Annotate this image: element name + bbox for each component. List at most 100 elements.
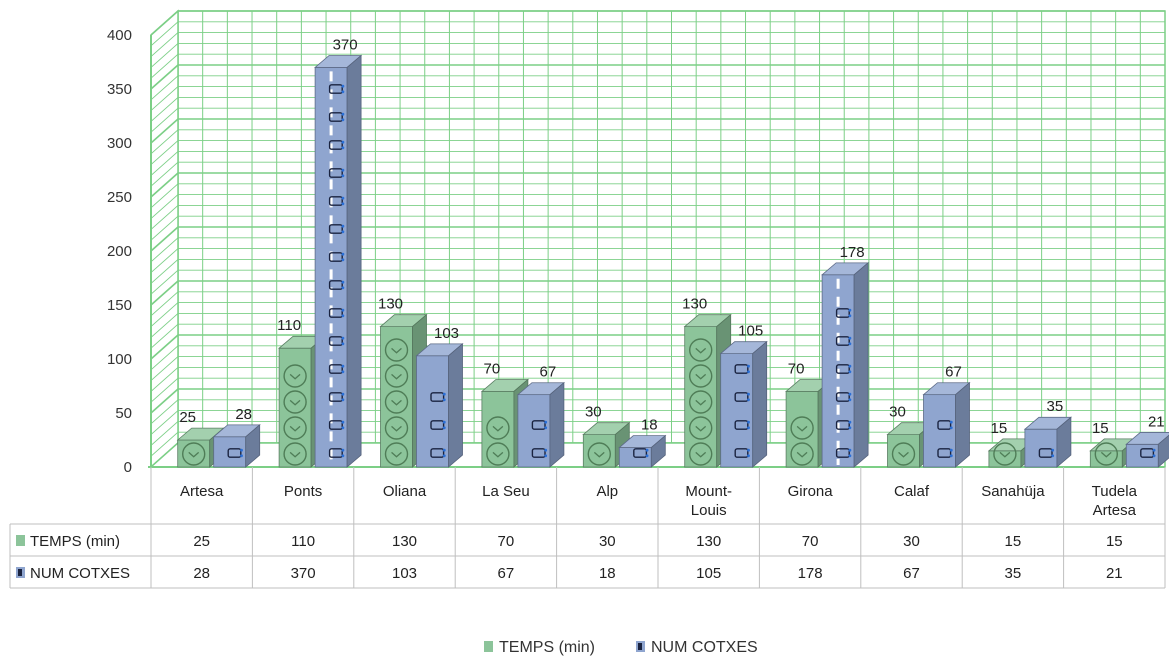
car-icon [835,336,850,346]
legend: TEMPS (min) NUM COTXES [484,639,758,656]
car-icon [835,448,850,458]
table-cell: 178 [798,565,823,582]
car-wheel [341,118,345,122]
gridline-side [150,421,179,446]
car-wheel [341,314,345,318]
clock-hands [492,425,504,432]
gridline-side [150,334,179,360]
data-label: 103 [434,325,459,342]
gridline-side [150,10,179,36]
clock-icon [689,338,713,362]
car-icon [835,364,850,374]
car-icon [328,364,343,374]
clock-icon [790,416,814,440]
car-icon [18,569,22,576]
bars [176,54,1169,468]
table-cell: 105 [696,565,721,582]
gridline-side [150,248,179,273]
car-wheel [341,252,345,256]
clock-hands [289,451,301,458]
car-wheel [341,454,345,458]
car-wheel [949,426,953,430]
car-wheel [848,454,852,458]
clock-hands [796,425,808,432]
car-icon [1140,448,1155,458]
gridline-side [150,183,179,209]
bar-cotxes [212,423,261,468]
car-icon [328,196,343,206]
bar-cotxes [1125,432,1169,468]
data-label: 28 [235,406,252,423]
clock-icon [384,442,409,466]
car-wheel [544,420,548,424]
car-wheel [747,426,750,430]
gridline-side [150,226,179,252]
bar-side [549,381,565,468]
category-label: Calaf [894,483,930,500]
car-wheel [1152,448,1156,452]
legend-item: NUM COTXES [636,639,758,656]
table-cell: 370 [291,565,316,582]
table-cell: 15 [1106,533,1123,550]
bar-side [752,340,768,468]
data-labels: 25 28 110 370 130 103 70 67 30 18 130 105 70 178 30 67 1… [179,36,1164,436]
car-wheel [645,454,649,458]
car-icon [328,112,343,122]
y-tick-label: 350 [107,81,132,98]
car-icon [430,448,445,458]
bar-temps [379,313,428,468]
table-cell: 18 [599,565,616,582]
clock-icon [993,442,1017,466]
car-wheel [341,84,345,88]
gridline-side [150,323,179,349]
car-wheel [747,370,750,374]
clock-hands [391,451,402,458]
car-wheel [747,420,750,424]
clock-icon [1094,442,1119,466]
clock-icon [486,442,510,466]
car-icon [328,448,343,458]
gridline-side [150,259,179,284]
series-name: TEMPS (min) [30,533,120,550]
clock-hands [391,347,402,354]
car-wheel [949,420,953,424]
bar-side [245,423,261,468]
data-label: 178 [840,244,865,261]
clock-icon [689,364,713,388]
car-wheel [240,454,243,458]
gridline-side [150,205,179,230]
table-legend-swatch [16,535,25,546]
gridline-side [150,32,179,57]
car-icon [937,420,952,430]
bar-temps [886,421,935,468]
car-wheel [240,448,243,452]
car-wheel [341,224,345,228]
car-icon [835,308,850,318]
category-label: Artesa [1093,502,1137,519]
car-icon [1038,448,1053,458]
clock-hands [593,451,605,458]
car-wheel [341,280,345,284]
gridline-side [150,215,179,241]
car-icon [430,392,445,402]
table-cell: 28 [193,565,210,582]
car-icon [430,420,445,430]
car-wheel [848,420,852,424]
gridline-side [150,237,179,263]
car-icon [638,643,642,650]
gridline-side [150,410,179,435]
category-label: Alp [596,483,618,500]
clock-hands [695,347,707,354]
car-wheel [1051,448,1055,452]
table-cell: 15 [1005,533,1022,550]
gridline-side [150,280,179,306]
car-wheel [848,364,852,368]
car-wheel [848,336,852,340]
table-cell: 110 [291,533,315,550]
y-tick-label: 300 [107,135,132,152]
gridline-side [150,118,179,144]
car-wheel [341,392,345,396]
table-cell: 70 [802,533,819,550]
table-cell: 67 [498,565,515,582]
car-wheel [848,342,852,346]
